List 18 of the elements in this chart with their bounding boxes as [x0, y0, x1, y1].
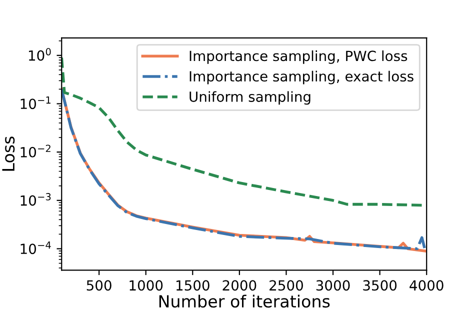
y-tick-label: 10$^{−1}$	[20, 96, 50, 110]
x-tick-label: 1000	[130, 280, 163, 291]
x-tick-label: 1500	[176, 280, 210, 291]
x-tick-label: 4000	[410, 280, 444, 291]
y-tick-label: 10$^{0}$	[28, 48, 51, 61]
y-axis-title: Loss	[2, 136, 15, 171]
x-tick-label: 2500	[270, 280, 303, 291]
x-tick-label: 3000	[316, 280, 350, 291]
x-axis-title: Number of iterations	[159, 294, 330, 308]
y-tick-label: 10$^{−2}$	[20, 144, 50, 158]
x-tick-label: 2000	[222, 280, 256, 291]
legend-label: Importance sampling, PWC loss	[190, 50, 408, 64]
legend-label: Importance sampling, exact loss	[190, 70, 414, 84]
x-tick-label: 3500	[363, 280, 397, 291]
y-tick-label: 10$^{−4}$	[20, 242, 51, 254]
x-tick-label: 500	[86, 280, 112, 291]
y-tick-label: 10$^{−3}$	[20, 193, 51, 206]
legend-label: Uniform sampling	[190, 91, 310, 105]
